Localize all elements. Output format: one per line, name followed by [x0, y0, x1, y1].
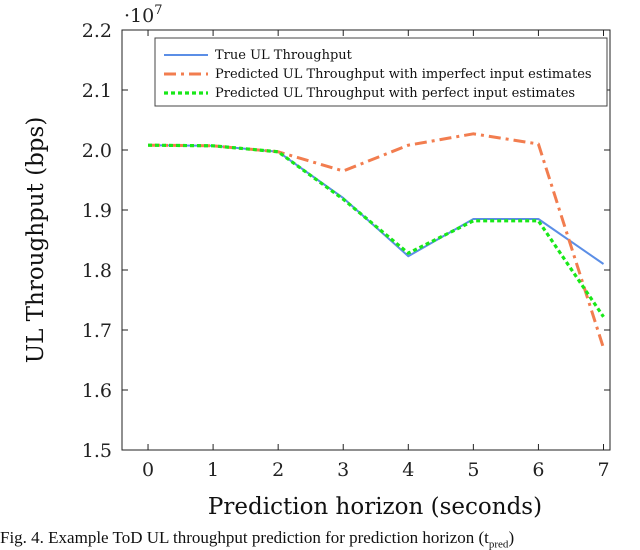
x-axis-label: Prediction horizon (seconds) [208, 494, 542, 520]
x-tick-label: 1 [207, 459, 219, 481]
y-tick-label: 2.1 [82, 80, 112, 102]
plot-frame [121, 29, 611, 451]
y-tick-label: 1.9 [82, 200, 112, 222]
plot-area [121, 29, 611, 451]
legend-label-2: Predicted UL Throughput with imperfect i… [215, 67, 592, 82]
series-line-3 [147, 143, 605, 318]
x-tick-label: 4 [402, 459, 414, 481]
legend-box [154, 37, 608, 107]
x-tick-label: 6 [532, 459, 544, 481]
x-tick-label: 0 [142, 459, 154, 481]
series-line-1 [147, 144, 605, 265]
caption-subscript: pred [488, 538, 509, 550]
y-tick-label: 2.2 [82, 20, 112, 42]
caption-tail: ) [508, 528, 515, 547]
y-tick-label: 1.6 [82, 380, 112, 402]
caption-text: Fig. 4. Example ToD UL throughput predic… [0, 528, 489, 547]
legend: True UL Throughput Predicted UL Throughpu… [154, 37, 608, 107]
y-multiplier-exponent: 7 [154, 3, 162, 18]
x-tick-label: 7 [597, 459, 609, 481]
y-axis: 1.5 1.6 1.7 1.8 1.9 2.0 2.1 2.2 [82, 20, 610, 462]
chart: 0 1 2 3 4 5 6 7 1.5 1.6 1.7 1.8 1.9 2.0 2.1 2.2 True U… [23, 3, 611, 520]
y-multiplier: ·107 [124, 3, 163, 27]
y-tick-label: 1.5 [82, 440, 112, 462]
legend-label-1: True UL Throughput [215, 48, 353, 63]
x-tick-label: 5 [467, 459, 479, 481]
x-tick-label: 2 [272, 459, 284, 481]
x-tick-label: 3 [337, 459, 349, 481]
figure-caption: Fig. 4. Example ToD UL throughput predic… [0, 528, 640, 550]
series-layer [147, 132, 605, 349]
y-tick-label: 1.8 [82, 260, 112, 282]
y-axis-label: UL Throughput (bps) [23, 117, 49, 364]
series-line-2 [147, 132, 605, 349]
legend-label-3: Predicted UL Throughput with perfect inp… [215, 86, 575, 101]
y-tick-label: 1.7 [82, 320, 112, 342]
y-tick-label: 2.0 [82, 140, 112, 162]
x-axis: 0 1 2 3 4 5 6 7 [142, 30, 610, 481]
